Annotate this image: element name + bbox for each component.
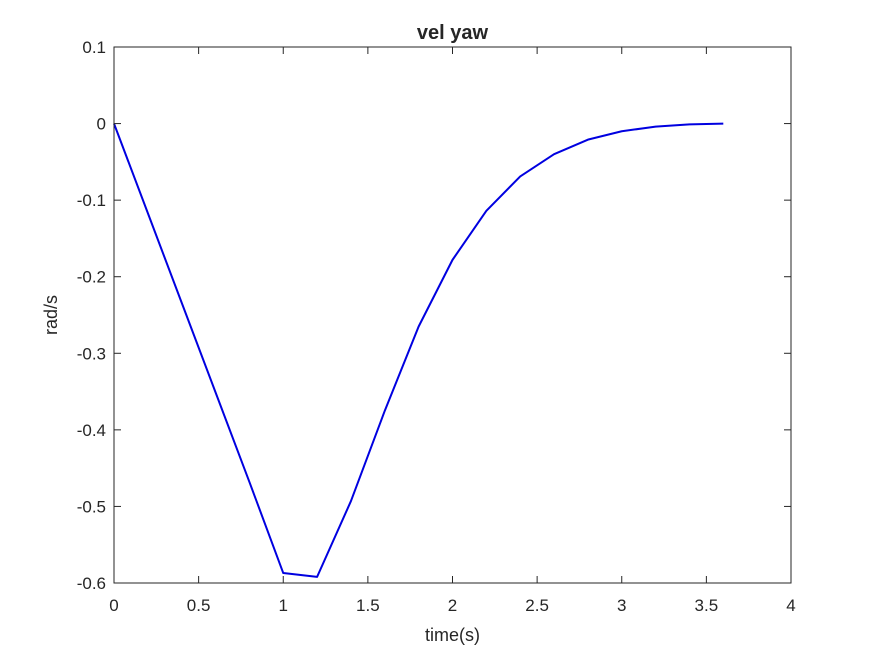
x-tick-label: 2.5 [525, 596, 549, 615]
x-tick-label: 1 [279, 596, 288, 615]
x-tick-label: 0 [109, 596, 118, 615]
y-axis-label: rad/s [41, 295, 61, 335]
y-tick-label: -0.2 [77, 268, 106, 287]
y-tick-label: 0 [97, 115, 106, 134]
y-tick-label: 0.1 [82, 38, 106, 57]
series-line [113, 122, 724, 578]
x-tick-label: 2 [448, 596, 457, 615]
x-tick-label: 3 [617, 596, 626, 615]
x-tick-label: 1.5 [356, 596, 380, 615]
y-axis: 0.1 0 -0.1 -0.2 -0.3 -0.4 -0.5 -0.6 [77, 38, 791, 593]
y-tick-label: -0.1 [77, 191, 106, 210]
x-axis-label: time(s) [425, 625, 480, 645]
series-layer [113, 122, 724, 578]
x-tick-label: 0.5 [187, 596, 211, 615]
plot-area [114, 47, 791, 583]
chart-title: vel yaw [417, 22, 489, 44]
x-axis: 0 0.5 1 1.5 2 2.5 3 3.5 4 [109, 47, 796, 615]
y-tick-label: -0.3 [77, 344, 106, 363]
y-tick-label: -0.6 [77, 574, 106, 593]
x-tick-label: 3.5 [695, 596, 719, 615]
y-tick-label: -0.4 [77, 421, 106, 440]
x-tick-label: 4 [786, 596, 795, 615]
y-tick-label: -0.5 [77, 497, 106, 516]
